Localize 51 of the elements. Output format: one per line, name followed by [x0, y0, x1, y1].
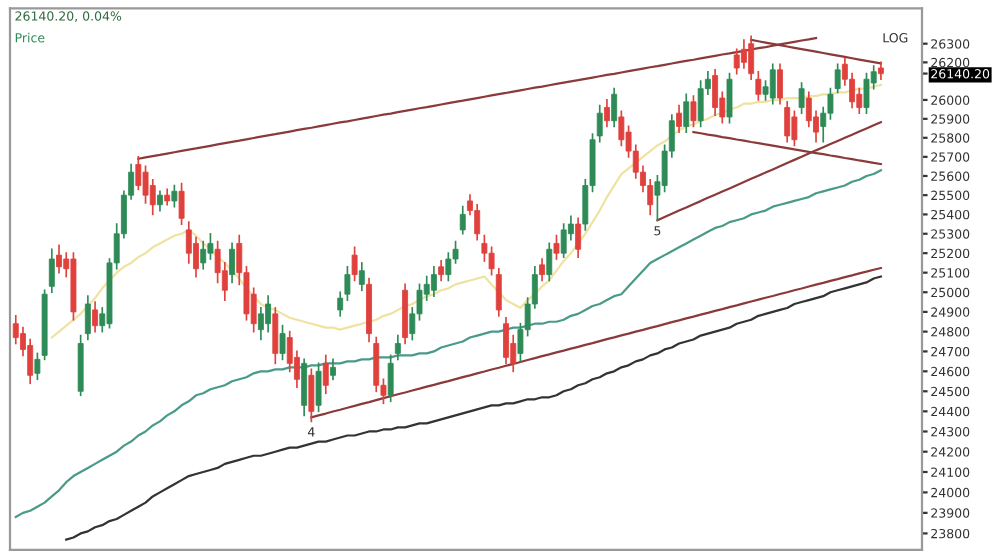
candlestick [769, 63, 776, 105]
candlestick [330, 358, 336, 381]
candlestick [438, 260, 445, 282]
candlestick [394, 334, 401, 361]
candlestick [459, 205, 466, 235]
candlestick [726, 72, 733, 124]
candlestick [503, 316, 509, 365]
candlestick [157, 190, 163, 212]
candlestick [265, 295, 272, 333]
candlestick [387, 354, 394, 403]
candlestick [575, 217, 582, 258]
candlestick [48, 248, 55, 294]
candlestick [777, 63, 783, 105]
candlestick [683, 93, 690, 133]
candlestick [863, 72, 870, 114]
candlestick [690, 95, 697, 128]
candlestick [784, 100, 791, 143]
candlestick [171, 184, 178, 208]
candlestick [402, 283, 409, 345]
candlestick [272, 307, 279, 365]
candlestick [56, 244, 62, 274]
candlestick [229, 242, 235, 284]
line-series [656, 121, 883, 222]
line-series [14, 169, 883, 519]
candlestick [560, 223, 567, 258]
candlestick [301, 358, 308, 417]
candlestick [546, 242, 553, 282]
candlestick [200, 240, 207, 270]
candlestick [712, 69, 719, 116]
candlestick [92, 301, 99, 333]
line-series [310, 266, 883, 419]
line-series [65, 275, 883, 541]
candlestick [279, 324, 286, 361]
candlestick [351, 246, 358, 282]
candlestick [358, 262, 365, 292]
candlestick [308, 368, 315, 423]
candlestick [798, 82, 805, 114]
candlestick [553, 234, 560, 260]
candlestick [676, 104, 682, 133]
candlestick [84, 295, 91, 341]
candlestick [149, 178, 156, 216]
candlestick [315, 362, 322, 413]
candlestick [178, 182, 185, 225]
candlestick [604, 99, 610, 128]
candlestick [77, 334, 84, 397]
candlestick [373, 336, 380, 393]
candlestick [740, 39, 747, 69]
candlestick [322, 354, 329, 395]
candlestick [611, 87, 618, 128]
candlestick [539, 258, 545, 282]
candlestick [430, 265, 437, 297]
